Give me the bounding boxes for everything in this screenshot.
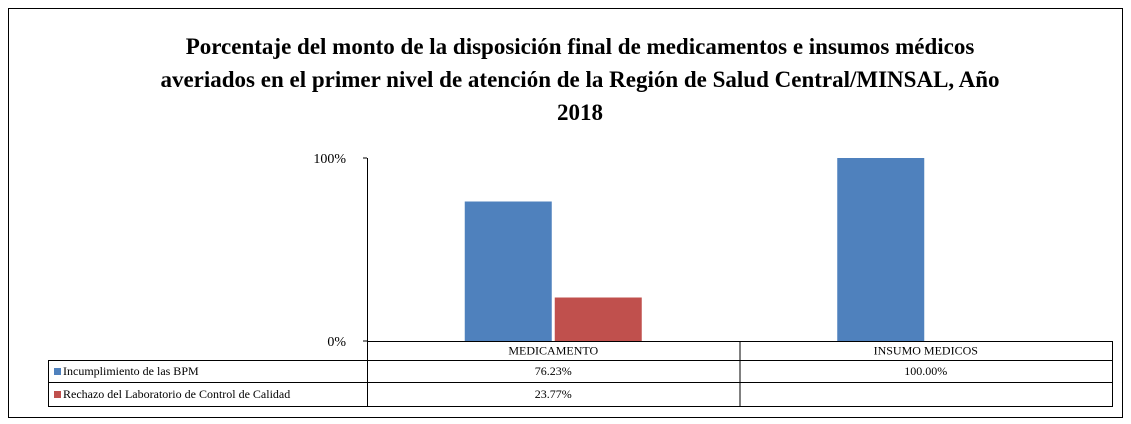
legend-label: Incumplimiento de las BPM: [63, 364, 199, 378]
data-label: 76.23%: [535, 364, 572, 378]
data-label: 100.00%: [904, 364, 947, 378]
bar: [554, 297, 642, 341]
chart-title: Porcentaje del monto de la disposición f…: [160, 34, 1000, 125]
bar: [837, 158, 925, 341]
data-label: 23.77%: [535, 387, 572, 401]
bar: [464, 201, 552, 341]
x-tick-label: MEDICAMENTO: [508, 343, 598, 357]
y-tick-label: 100%: [313, 152, 346, 167]
x-tick-label: INSUMO MEDICOS: [874, 343, 978, 357]
legend-swatch: [54, 391, 61, 398]
chart-border: [8, 8, 1123, 418]
legend-label: Rechazo del Laboratorio de Control de Ca…: [63, 387, 290, 401]
y-tick-label: 0%: [327, 335, 346, 350]
legend-swatch: [54, 368, 61, 375]
